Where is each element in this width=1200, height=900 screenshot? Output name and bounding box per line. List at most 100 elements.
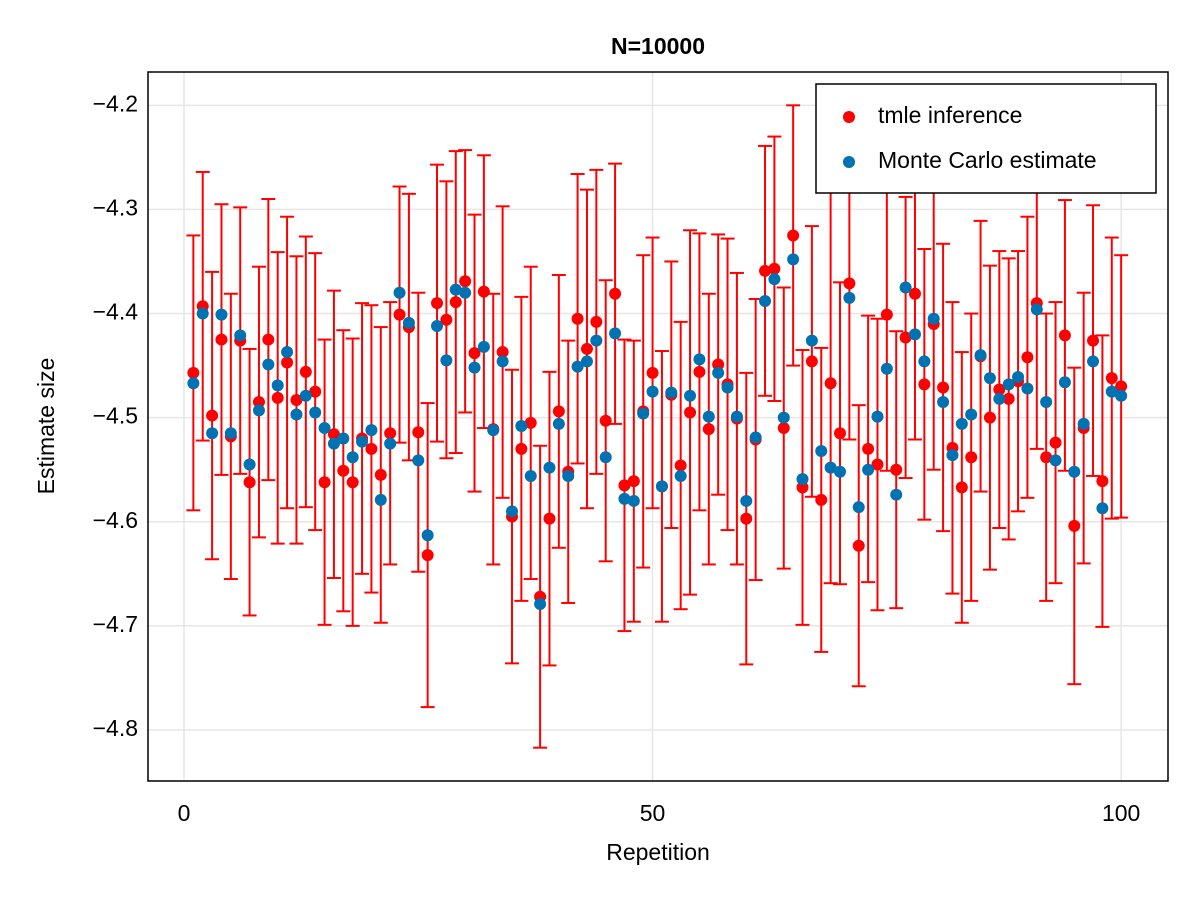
point <box>899 331 912 344</box>
point <box>449 296 462 309</box>
point <box>768 262 781 275</box>
point <box>431 320 444 333</box>
point <box>880 308 893 321</box>
point <box>393 308 406 321</box>
y-tick-label: −4.4 <box>93 299 139 325</box>
point <box>852 501 865 514</box>
point <box>684 389 697 402</box>
point <box>562 469 575 482</box>
point <box>777 411 790 424</box>
point <box>721 381 734 394</box>
point <box>374 493 387 506</box>
point <box>702 410 715 423</box>
point <box>983 411 996 424</box>
legend-marker <box>843 111 855 123</box>
chart-title: N=10000 <box>611 33 705 59</box>
point <box>262 358 275 371</box>
point <box>552 405 565 418</box>
point <box>862 463 875 476</box>
point <box>327 428 340 441</box>
point <box>477 285 490 298</box>
point <box>796 473 809 486</box>
point <box>815 493 828 506</box>
point <box>655 480 668 493</box>
y-tick-label: −4.6 <box>93 507 138 533</box>
point <box>833 465 846 478</box>
point <box>787 253 800 266</box>
point <box>805 334 818 347</box>
point <box>955 481 968 494</box>
point <box>337 432 350 445</box>
point <box>243 476 256 489</box>
point <box>899 281 912 294</box>
point <box>927 312 940 325</box>
point <box>1068 465 1081 478</box>
point <box>1002 378 1015 391</box>
point <box>1058 329 1071 342</box>
point <box>1077 417 1090 430</box>
point <box>730 410 743 423</box>
point <box>787 229 800 242</box>
point <box>468 361 481 374</box>
point <box>974 349 987 362</box>
point <box>431 297 444 310</box>
point <box>646 366 659 379</box>
x-tick-label: 0 <box>178 800 191 826</box>
point <box>852 539 865 552</box>
point <box>459 275 472 288</box>
point <box>946 449 959 462</box>
point <box>712 358 725 371</box>
point <box>206 409 219 422</box>
point <box>1021 351 1034 364</box>
point <box>1030 303 1043 316</box>
point <box>674 459 687 472</box>
point <box>440 313 453 326</box>
point <box>740 494 753 507</box>
point <box>693 365 706 378</box>
point <box>796 481 809 494</box>
point <box>543 461 556 474</box>
y-tick-label: −4.7 <box>93 611 138 637</box>
point <box>1105 372 1118 385</box>
point <box>534 598 547 611</box>
point <box>374 468 387 481</box>
point <box>318 476 331 489</box>
point <box>627 475 640 488</box>
point <box>646 385 659 398</box>
point <box>609 327 622 340</box>
point <box>393 286 406 299</box>
point <box>477 340 490 353</box>
point <box>1040 396 1053 409</box>
y-tick-label: −4.3 <box>93 195 138 221</box>
point <box>599 414 612 427</box>
point <box>674 469 687 482</box>
legend-label: Monte Carlo estimate <box>878 147 1097 173</box>
point <box>759 295 772 308</box>
legend-marker <box>843 156 855 168</box>
point <box>590 334 603 347</box>
point <box>618 479 631 492</box>
point <box>862 442 875 455</box>
point <box>908 328 921 341</box>
point <box>571 360 584 373</box>
point <box>1105 385 1118 398</box>
point <box>1115 380 1128 393</box>
point <box>337 464 350 477</box>
point <box>890 463 903 476</box>
point <box>890 488 903 501</box>
point <box>515 442 528 455</box>
point <box>524 469 537 482</box>
point <box>1049 454 1062 467</box>
point <box>759 264 772 277</box>
point <box>618 492 631 505</box>
point <box>833 427 846 440</box>
x-tick-label: 50 <box>640 800 666 826</box>
x-tick-label: 100 <box>1102 800 1140 826</box>
point <box>290 408 303 421</box>
point <box>768 273 781 286</box>
legend-label: tmle inference <box>878 102 1022 128</box>
point <box>487 424 500 437</box>
point <box>918 355 931 368</box>
point <box>449 283 462 296</box>
